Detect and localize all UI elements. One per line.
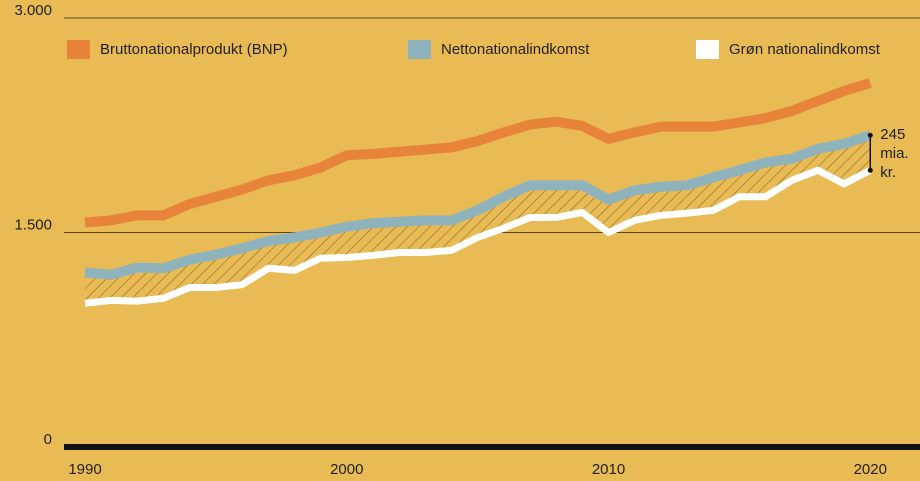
series-line bbox=[84, 130, 872, 280]
annotation-text: mia. bbox=[880, 145, 908, 162]
x-tick-label: 2020 bbox=[854, 461, 887, 478]
x-tick-label: 1990 bbox=[68, 461, 101, 478]
annotation-text: 245 bbox=[880, 126, 905, 143]
series-line bbox=[84, 166, 872, 307]
annotation-dot bbox=[867, 167, 873, 173]
legend-swatch bbox=[696, 40, 719, 59]
y-tick-label: 0 bbox=[44, 431, 52, 448]
legend-label: Bruttonationalprodukt (BNP) bbox=[100, 41, 288, 58]
legend-swatch bbox=[408, 40, 431, 59]
legend-label: Grøn nationalindkomst bbox=[729, 41, 881, 58]
y-tick-label: 3.000 bbox=[14, 2, 52, 19]
legend-label: Nettonationalindkomst bbox=[441, 41, 590, 58]
series-line bbox=[84, 78, 872, 228]
x-tick-label: 2010 bbox=[592, 461, 625, 478]
annotation-dot bbox=[867, 132, 873, 138]
legend-swatch bbox=[67, 40, 90, 59]
gap-area bbox=[85, 135, 871, 304]
x-tick-label: 2000 bbox=[330, 461, 363, 478]
annotation-text: kr. bbox=[880, 164, 896, 181]
y-tick-label: 1.500 bbox=[14, 216, 52, 233]
